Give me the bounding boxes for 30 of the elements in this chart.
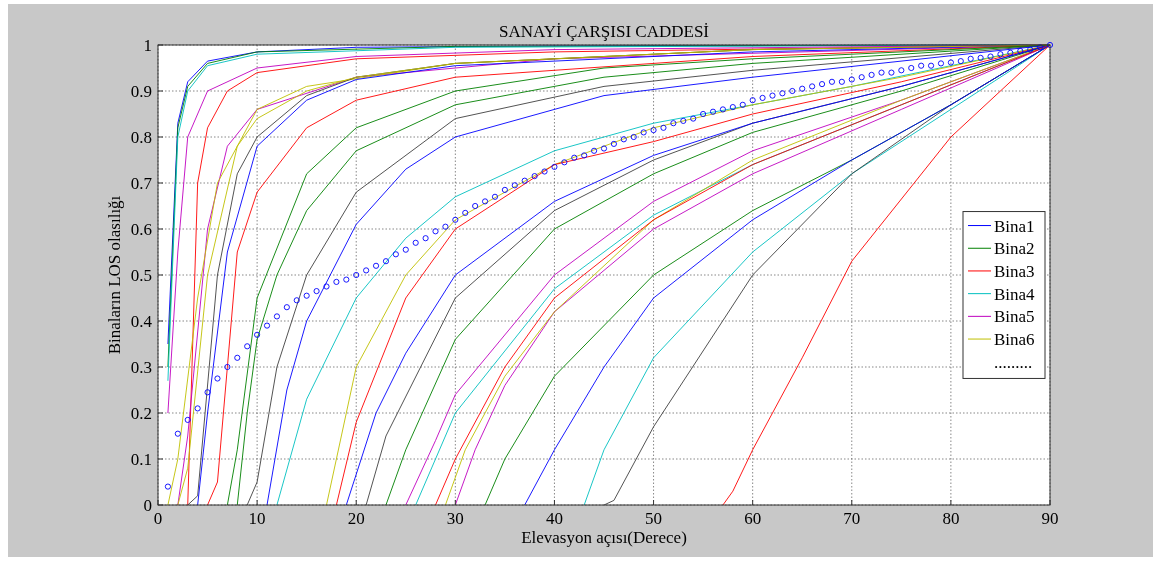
legend-label: Bina1: [994, 216, 1035, 236]
y-tick-label: 0.5: [130, 266, 152, 285]
x-tick-label: 20: [347, 509, 365, 528]
y-tick-label: 0.3: [130, 358, 152, 377]
y-tick-label: 0.4: [130, 312, 153, 331]
legend-label: Bina4: [994, 284, 1036, 304]
legend-label: Bina6: [994, 330, 1035, 350]
y-tick-label: 0.9: [130, 82, 152, 101]
annotation: .........: [994, 352, 1033, 372]
legend-label: Bina5: [994, 307, 1035, 327]
x-tick-label: 40: [545, 509, 563, 528]
x-tick-label: 30: [446, 509, 464, 528]
x-tick-label: 10: [248, 509, 266, 528]
chart-title: SANAYİ ÇARŞISI CADDESİ: [498, 22, 710, 41]
y-tick-label: 0.8: [130, 128, 152, 147]
x-tick-label: 80: [942, 509, 960, 528]
x-axis-title: Elevasyon açısı(Derece): [521, 528, 687, 547]
x-tick-label: 70: [843, 509, 861, 528]
y-tick-label: 0.2: [130, 404, 152, 423]
y-axis-title: Binaların LOS olasılığı: [105, 195, 124, 355]
legend-label: Bina2: [994, 239, 1035, 259]
x-tick-label: 50: [645, 509, 663, 528]
legend-label: Bina3: [994, 261, 1035, 281]
x-tick-label: 90: [1041, 509, 1059, 528]
y-tick-label: 0.7: [130, 174, 153, 193]
x-tick-label: 60: [744, 509, 762, 528]
y-tick-label: 0.6: [130, 220, 152, 239]
y-tick-label: 0.1: [130, 450, 152, 469]
y-tick-label: 0: [143, 496, 152, 515]
y-tick-label: 1: [143, 36, 152, 55]
